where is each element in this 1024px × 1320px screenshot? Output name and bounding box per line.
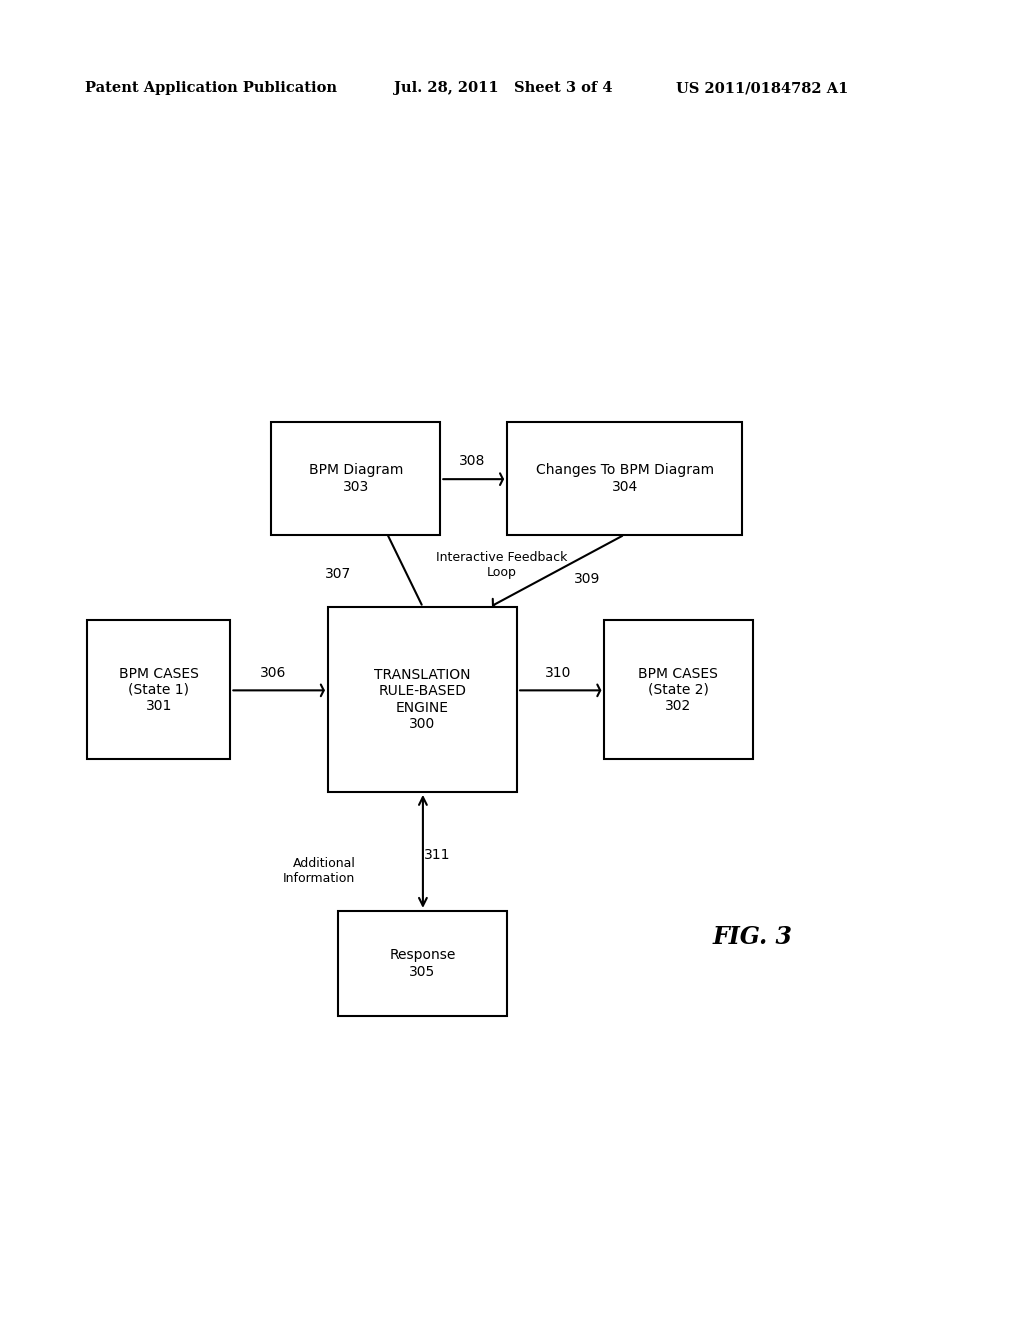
Bar xyxy=(328,607,517,792)
Text: Patent Application Publication: Patent Application Publication xyxy=(85,81,337,95)
Text: BPM Diagram
303: BPM Diagram 303 xyxy=(308,463,403,494)
Text: Jul. 28, 2011   Sheet 3 of 4: Jul. 28, 2011 Sheet 3 of 4 xyxy=(394,81,612,95)
Text: US 2011/0184782 A1: US 2011/0184782 A1 xyxy=(676,81,848,95)
Text: 307: 307 xyxy=(325,568,351,581)
Bar xyxy=(338,911,507,1016)
Bar xyxy=(604,620,753,759)
Text: 310: 310 xyxy=(545,667,571,680)
Text: FIG. 3: FIG. 3 xyxy=(713,925,793,949)
Text: TRANSLATION
RULE-BASED
ENGINE
300: TRANSLATION RULE-BASED ENGINE 300 xyxy=(374,668,471,731)
Bar xyxy=(271,422,440,535)
Text: Additional
Information: Additional Information xyxy=(283,857,355,886)
Text: BPM CASES
(State 1)
301: BPM CASES (State 1) 301 xyxy=(119,667,199,713)
Text: Changes To BPM Diagram
304: Changes To BPM Diagram 304 xyxy=(536,463,714,494)
Text: Response
305: Response 305 xyxy=(389,949,456,978)
Text: 311: 311 xyxy=(424,849,451,862)
Text: 306: 306 xyxy=(260,667,287,680)
Bar xyxy=(507,422,742,535)
Text: BPM CASES
(State 2)
302: BPM CASES (State 2) 302 xyxy=(638,667,719,713)
Text: 308: 308 xyxy=(459,454,485,467)
Text: 309: 309 xyxy=(573,573,600,586)
Text: Interactive Feedback
Loop: Interactive Feedback Loop xyxy=(436,550,567,579)
Bar xyxy=(87,620,230,759)
